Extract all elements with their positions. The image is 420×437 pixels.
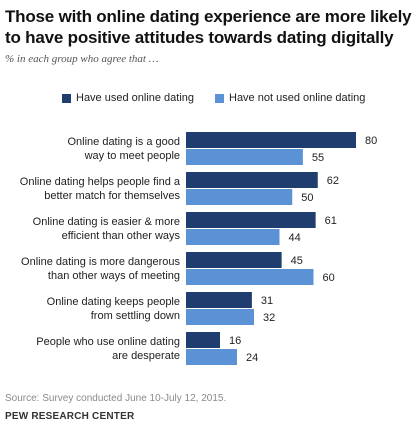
value-label-used-good-way: 80 bbox=[365, 135, 377, 147]
category-label-line: Online dating is easier & more bbox=[33, 216, 180, 228]
category-label-line: from settling down bbox=[91, 310, 180, 322]
legend-swatch-not-used bbox=[215, 93, 224, 103]
bar-used-easier-efficient bbox=[186, 212, 316, 228]
org-credit: PEW RESEARCH CENTER bbox=[5, 411, 135, 422]
bar-used-more-dangerous bbox=[186, 252, 282, 268]
category-label-good-way: Online dating is a good way to meet peopl… bbox=[67, 136, 180, 162]
bar-not-used-easier-efficient bbox=[186, 229, 280, 245]
value-label-not-used-desperate: 24 bbox=[246, 352, 258, 364]
value-label-not-used-settling-down: 32 bbox=[263, 312, 275, 324]
category-label-line: way to meet people bbox=[84, 150, 180, 162]
value-label-not-used-good-way: 55 bbox=[312, 152, 324, 164]
value-label-not-used-easier-efficient: 44 bbox=[289, 232, 301, 244]
value-label-used-more-dangerous: 45 bbox=[291, 255, 303, 267]
value-label-used-desperate: 16 bbox=[229, 335, 241, 347]
chart-title: Those with online dating experience are … bbox=[5, 7, 412, 47]
bar-chart: Online dating is a good way to meet peopl… bbox=[20, 132, 377, 365]
bar-not-used-settling-down bbox=[186, 309, 254, 325]
bar-not-used-better-match bbox=[186, 189, 293, 205]
bar-used-desperate bbox=[186, 332, 220, 348]
bar-used-settling-down bbox=[186, 292, 252, 308]
bar-used-better-match bbox=[186, 172, 318, 188]
category-label-better-match: Online dating helps people find a better … bbox=[20, 176, 181, 202]
category-label-line: Online dating is more dangerous bbox=[21, 256, 180, 268]
bar-not-used-more-dangerous bbox=[186, 269, 314, 285]
source-note: Source: Survey conducted June 10-July 12… bbox=[5, 393, 227, 404]
category-label-line: than other ways of meeting bbox=[48, 270, 180, 282]
value-label-not-used-more-dangerous: 60 bbox=[323, 272, 335, 284]
category-label-line: Online dating is a good bbox=[67, 136, 180, 148]
legend-item-used: Have used online dating bbox=[62, 92, 194, 104]
category-label-line: efficient than other ways bbox=[62, 230, 181, 242]
category-label-line: Online dating keeps people bbox=[47, 296, 180, 308]
category-label-line: Online dating helps people find a bbox=[20, 176, 181, 188]
legend-label-used: Have used online dating bbox=[76, 92, 195, 104]
category-label-desperate: People who use online dating are desperat… bbox=[36, 336, 180, 362]
category-label-line: better match for themselves bbox=[44, 190, 180, 202]
value-label-used-easier-efficient: 61 bbox=[325, 215, 337, 227]
bar-not-used-good-way bbox=[186, 149, 303, 165]
legend-item-not-used: Have not used online dating bbox=[215, 92, 365, 104]
chart-subtitle: % in each group who agree that … bbox=[5, 53, 159, 65]
bar-not-used-desperate bbox=[186, 349, 237, 365]
legend-swatch-used bbox=[62, 93, 71, 103]
bar-used-good-way bbox=[186, 132, 356, 148]
value-label-used-settling-down: 31 bbox=[261, 295, 273, 307]
category-label-line: People who use online dating bbox=[36, 336, 180, 348]
category-label-easier-efficient: Online dating is easier & more efficient … bbox=[33, 216, 181, 242]
legend-label-not-used: Have not used online dating bbox=[229, 92, 366, 104]
category-label-settling-down: Online dating keeps people from settling … bbox=[47, 296, 180, 322]
value-label-used-better-match: 62 bbox=[327, 175, 339, 187]
category-label-line: are desperate bbox=[112, 350, 180, 362]
value-label-not-used-better-match: 50 bbox=[301, 192, 313, 204]
category-label-more-dangerous: Online dating is more dangerous than othe… bbox=[21, 256, 180, 282]
